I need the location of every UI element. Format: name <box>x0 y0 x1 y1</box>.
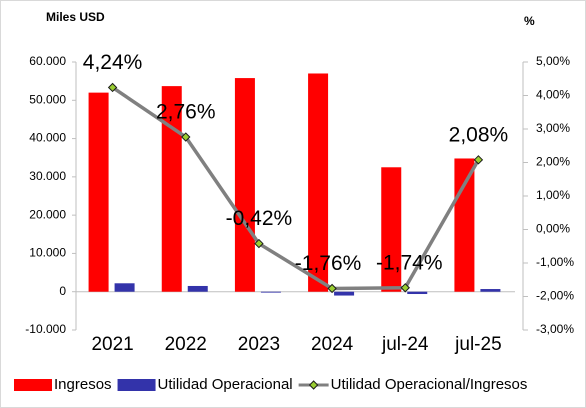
bar <box>480 289 501 292</box>
data-label: 2,76% <box>156 101 216 124</box>
bar <box>234 78 255 292</box>
marker <box>400 283 410 293</box>
legend-label: Ingresos <box>54 376 112 393</box>
line <box>111 86 480 291</box>
bar <box>88 92 109 292</box>
y2-tick-label: 0,00% <box>536 222 570 236</box>
data-label: -1,74% <box>376 251 443 274</box>
bar <box>114 283 135 292</box>
data-label: 2,08% <box>449 123 509 146</box>
x-tick-label: 2024 <box>311 334 354 355</box>
bar <box>407 291 428 295</box>
y2-tick-label: -2,00% <box>536 289 574 303</box>
y2-axis-title: % <box>524 14 535 28</box>
y2-tick-label: 3,00% <box>536 121 570 135</box>
x-tick-label: jul-25 <box>454 334 501 355</box>
legend-swatch <box>117 379 156 391</box>
y-tick-label: 40.000 <box>29 131 66 145</box>
y-tick-label: 10.000 <box>29 246 66 260</box>
bar <box>260 291 281 293</box>
y-tick-label: 30.000 <box>29 169 66 183</box>
data-label: -0,42% <box>226 207 293 230</box>
y-axis-title: Miles USD <box>46 10 105 24</box>
bar <box>334 291 355 296</box>
bar <box>187 285 208 292</box>
bar <box>308 73 329 292</box>
y2-tick-label: 5,00% <box>536 54 570 68</box>
bar <box>454 158 475 292</box>
legend-swatch <box>14 379 52 391</box>
y2-tick-label: 4,00% <box>536 88 570 102</box>
y2-tick-label: -3,00% <box>536 322 574 336</box>
y2-tick-label: -1,00% <box>536 255 574 269</box>
y-tick-label: 20.000 <box>29 207 66 221</box>
legend-label: Utilidad Operacional <box>158 376 293 393</box>
marker <box>181 132 191 142</box>
legend-marker <box>308 380 319 390</box>
data-label: -1,76% <box>295 252 362 275</box>
x-tick-label: jul-24 <box>381 334 429 355</box>
marker <box>473 155 484 165</box>
x-tick-label: 2022 <box>165 334 207 355</box>
y-tick-label: 60.000 <box>29 54 66 68</box>
marker <box>254 238 264 249</box>
legend-label: Utilidad Operacional/Ingresos <box>331 376 528 393</box>
bar <box>161 86 182 292</box>
y-tick-label: -10.000 <box>25 322 66 336</box>
x-tick-label: 2021 <box>91 334 133 355</box>
y-tick-label: 50.000 <box>29 92 66 106</box>
y2-tick-label: 2,00% <box>536 155 570 169</box>
x-tick-label: 2023 <box>238 334 280 355</box>
data-label: 4,24% <box>83 51 143 74</box>
bar <box>381 167 402 292</box>
marker <box>327 283 337 294</box>
y2-tick-label: 1,00% <box>536 188 570 202</box>
marker <box>107 82 118 93</box>
y-tick-label: 0 <box>59 284 66 298</box>
